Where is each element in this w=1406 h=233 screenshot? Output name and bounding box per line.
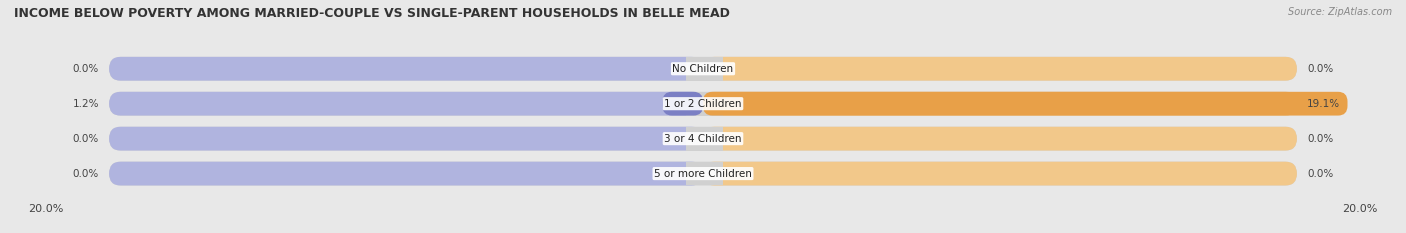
- FancyBboxPatch shape: [703, 57, 723, 81]
- Text: 3 or 4 Children: 3 or 4 Children: [664, 134, 742, 144]
- FancyBboxPatch shape: [686, 57, 706, 81]
- Text: 19.1%: 19.1%: [1308, 99, 1340, 109]
- FancyBboxPatch shape: [686, 127, 706, 151]
- FancyBboxPatch shape: [110, 92, 1296, 116]
- FancyBboxPatch shape: [110, 57, 1296, 81]
- FancyBboxPatch shape: [662, 92, 703, 116]
- FancyBboxPatch shape: [703, 57, 1296, 81]
- Text: 0.0%: 0.0%: [73, 134, 98, 144]
- Text: Source: ZipAtlas.com: Source: ZipAtlas.com: [1288, 7, 1392, 17]
- Text: 0.0%: 0.0%: [1308, 134, 1333, 144]
- Text: 0.0%: 0.0%: [1308, 169, 1333, 178]
- Text: 20.0%: 20.0%: [28, 204, 63, 214]
- FancyBboxPatch shape: [110, 57, 703, 81]
- FancyBboxPatch shape: [110, 127, 1296, 151]
- Text: 0.0%: 0.0%: [1308, 64, 1333, 74]
- FancyBboxPatch shape: [110, 162, 1296, 185]
- Text: No Children: No Children: [672, 64, 734, 74]
- FancyBboxPatch shape: [703, 162, 1296, 185]
- Text: 1 or 2 Children: 1 or 2 Children: [664, 99, 742, 109]
- Text: 1.2%: 1.2%: [73, 99, 98, 109]
- FancyBboxPatch shape: [703, 92, 1347, 116]
- Text: 20.0%: 20.0%: [1343, 204, 1378, 214]
- FancyBboxPatch shape: [703, 92, 723, 116]
- FancyBboxPatch shape: [703, 127, 723, 151]
- FancyBboxPatch shape: [686, 162, 706, 185]
- FancyBboxPatch shape: [703, 127, 1296, 151]
- FancyBboxPatch shape: [703, 92, 1296, 116]
- FancyBboxPatch shape: [110, 92, 703, 116]
- FancyBboxPatch shape: [110, 127, 703, 151]
- Text: INCOME BELOW POVERTY AMONG MARRIED-COUPLE VS SINGLE-PARENT HOUSEHOLDS IN BELLE M: INCOME BELOW POVERTY AMONG MARRIED-COUPL…: [14, 7, 730, 20]
- FancyBboxPatch shape: [686, 92, 706, 116]
- Text: 0.0%: 0.0%: [73, 64, 98, 74]
- FancyBboxPatch shape: [703, 162, 723, 185]
- Text: 0.0%: 0.0%: [73, 169, 98, 178]
- FancyBboxPatch shape: [110, 162, 703, 185]
- Text: 5 or more Children: 5 or more Children: [654, 169, 752, 178]
